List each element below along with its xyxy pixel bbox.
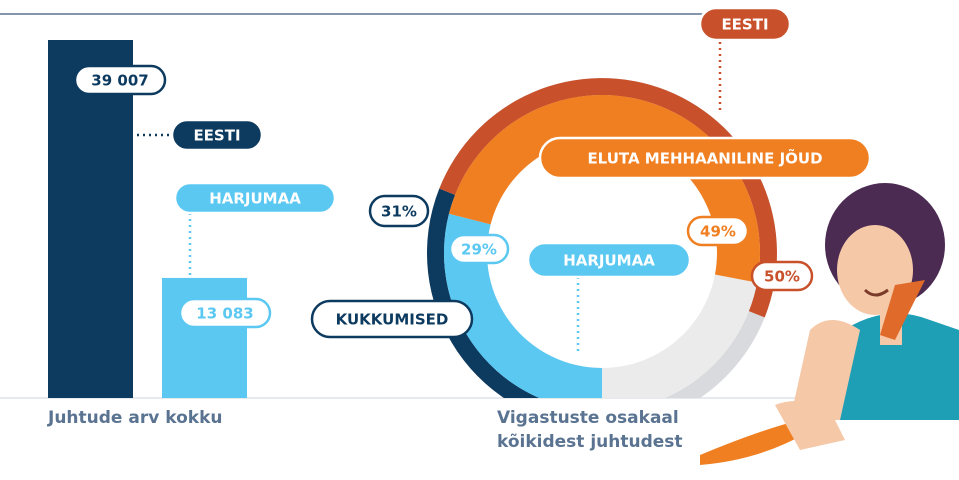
value-label-bg [178,297,272,329]
category-label: ELUTA MEHHAANILINE JÕUD [587,149,822,168]
value-label-bg [448,233,510,265]
value-label-bg [750,260,814,292]
value-label-bg [368,194,430,228]
value-label: 39 007 [91,72,148,90]
value-label-bg [73,64,167,96]
bar-caption: Juhtude arv kokku [48,408,223,428]
category-label-bg [170,118,264,152]
series-label-bg [526,241,692,279]
category-label-bg [173,181,337,215]
series-label: EESTI [721,16,768,34]
category-label: HARJUMAA [209,190,301,208]
donut-segment [426,188,540,398]
bar [162,277,247,398]
category-label: EESTI [193,127,240,145]
value-label: 49% [700,223,736,241]
category-label: KUKKUMISED [336,311,449,329]
category-label-bg [310,299,474,339]
bar [48,40,133,398]
series-label-bg [698,6,792,42]
woman-illustration [700,183,959,465]
value-label: 13 083 [196,305,253,323]
value-label-bg [686,215,750,247]
series-label: HARJUMAA [563,252,655,270]
category-label-bg [538,136,872,180]
value-label: 31% [381,203,417,221]
value-label: 29% [461,241,497,259]
value-label: 50% [764,268,800,286]
donut-caption: Vigastuste osakaal kõikidest juhtudest [497,408,683,452]
labels: EESTI HARJUMAA 39 007 13 083 EESTI ELUTA MEHH… [73,6,872,355]
